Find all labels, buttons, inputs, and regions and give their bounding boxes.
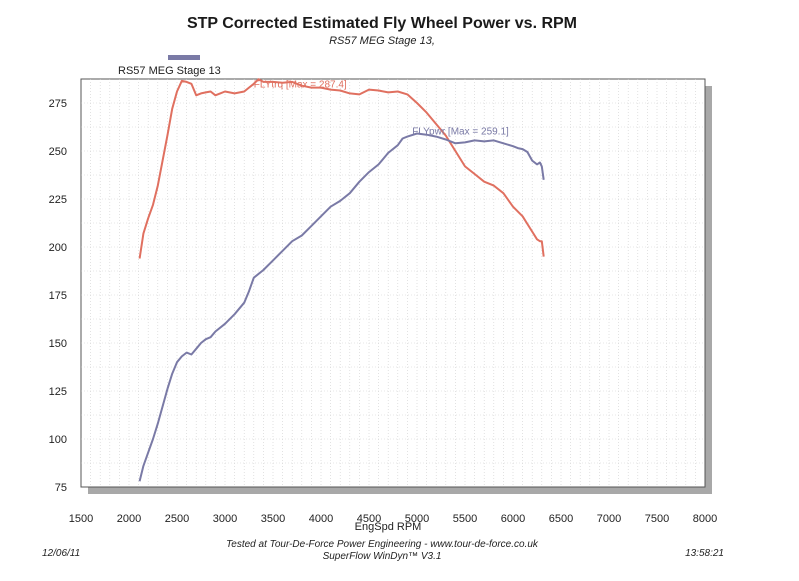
plot-area xyxy=(80,78,706,488)
y-tick-label: 200 xyxy=(49,242,67,254)
x-tick-label: 8000 xyxy=(693,513,717,525)
y-tick-label: 275 xyxy=(49,98,67,110)
annotations: FLYtrq [Max = 287.4] FLYpwr [Max = 259.1] xyxy=(254,80,509,138)
series-annotation-flypwr: FLYpwr [Max = 259.1] xyxy=(412,127,509,138)
chart-subtitle: RS57 MEG Stage 13, xyxy=(329,35,435,47)
x-tick-label: 7000 xyxy=(597,513,621,525)
y-axis-ticks: 75 100 125 150 175 200 225 250 275 xyxy=(49,98,67,494)
x-tick-label: 5500 xyxy=(453,513,477,525)
x-tick-label: 4500 xyxy=(357,513,381,525)
x-tick-label: 6000 xyxy=(501,513,525,525)
y-tick-label: 100 xyxy=(49,434,67,446)
series-annotation-flytrq: FLYtrq [Max = 287.4] xyxy=(254,80,347,91)
legend-label: RS57 MEG Stage 13 xyxy=(118,65,221,77)
x-tick-label: 6500 xyxy=(549,513,573,525)
x-tick-label: 2500 xyxy=(165,513,189,525)
x-tick-label: 3500 xyxy=(261,513,285,525)
chart-title: STP Corrected Estimated Fly Wheel Power … xyxy=(187,15,577,32)
y-tick-label: 250 xyxy=(49,146,67,158)
y-tick-label: 150 xyxy=(49,338,67,350)
x-tick-label: 2000 xyxy=(117,513,141,525)
x-axis-label: EngSpd RPM xyxy=(355,521,422,533)
x-tick-label: 4000 xyxy=(309,513,333,525)
x-tick-label: 1500 xyxy=(69,513,93,525)
series xyxy=(138,78,545,482)
y-tick-label: 125 xyxy=(49,386,67,398)
grid xyxy=(81,79,705,487)
footer-time: 13:58:21 xyxy=(685,548,724,559)
y-tick-label: 225 xyxy=(49,194,67,206)
y-tick-label: 175 xyxy=(49,290,67,302)
legend-swatch xyxy=(168,55,200,60)
series-line-flypwr xyxy=(138,132,545,482)
x-tick-label: 7500 xyxy=(645,513,669,525)
footer-line2: SuperFlow WinDyn™ V3.1 xyxy=(323,551,442,562)
y-tick-label: 75 xyxy=(55,482,67,494)
x-axis-ticks: 1500 2000 2500 3000 3500 4000 4500 5000 5500 6000… xyxy=(69,513,717,525)
footer-date: 12/06/11 xyxy=(42,548,80,559)
series-line-flytrq xyxy=(138,78,545,259)
x-tick-label: 5000 xyxy=(405,513,429,525)
x-tick-label: 3000 xyxy=(213,513,237,525)
footer-line1: Tested at Tour-De-Force Power Engineerin… xyxy=(226,539,539,550)
